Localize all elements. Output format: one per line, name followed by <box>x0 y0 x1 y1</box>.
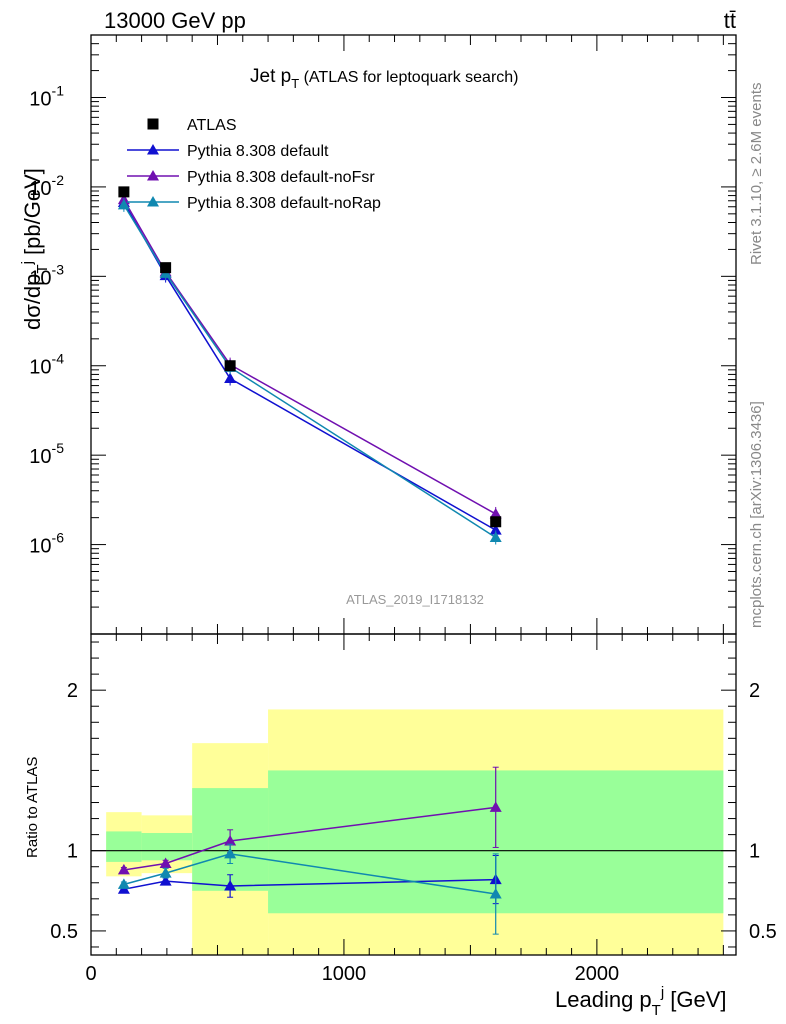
x-tick-label: 2000 <box>575 963 620 985</box>
legend-marker <box>147 196 159 207</box>
analysis-watermark: ATLAS_2019_I1718132 <box>346 592 484 607</box>
main-title: Jet pT (ATLAS for leptoquark search) <box>250 66 519 91</box>
green-band-0 <box>106 831 142 862</box>
ratio-marker <box>224 835 237 846</box>
legend-marker <box>147 144 159 155</box>
ratio-ylabel: Ratio to ATLAS <box>24 757 41 858</box>
y-tick-exponent: -6 <box>52 530 65 546</box>
ratio-y-tick-label-right: 2 <box>749 680 760 702</box>
data-point-atlas <box>118 186 130 198</box>
ratio-y-tick-label: 1 <box>67 841 78 863</box>
point-marker <box>489 507 502 519</box>
legend-label: Pythia 8.308 default-noFsr <box>187 169 375 186</box>
y-tick-label: 10-5 <box>29 440 64 468</box>
ratio-marker <box>159 875 172 886</box>
ratio-line-2 <box>123 853 496 895</box>
ratio-marker <box>117 863 130 875</box>
legend-label: Pythia 8.308 default-noRap <box>187 195 381 212</box>
series-line-1 <box>123 202 497 531</box>
ratio-marker <box>224 879 237 891</box>
data-point-atlas <box>224 360 236 372</box>
data-point-atlas <box>160 262 172 274</box>
ratio-marker <box>224 847 237 859</box>
x-axis-label: Leading pTj [GeV] <box>555 984 727 1019</box>
x-tick-label: 1000 <box>322 963 367 985</box>
series-line-3 <box>123 204 497 539</box>
ratio-line-1 <box>123 806 496 871</box>
ratio-y-tick-label-right: 0.5 <box>749 921 777 943</box>
green-band-1 <box>141 833 193 861</box>
ratio-y-tick-label: 2 <box>67 680 78 702</box>
header-left-label: 13000 GeV pp <box>104 8 246 33</box>
rivet-version-label: Rivet 3.1.10, ≥ 2.6M events <box>748 83 765 266</box>
point-marker <box>224 372 237 384</box>
point-marker <box>489 531 502 543</box>
ratio-y-tick-label: 0.5 <box>50 921 78 943</box>
mcplots-label: mcplots.cern.ch [arXiv:1306.3436] <box>748 401 765 628</box>
ratio-marker <box>159 857 172 869</box>
ratio-line-0 <box>123 878 496 890</box>
y-tick-exponent: -3 <box>52 261 65 277</box>
y-tick-label: 10-1 <box>29 82 64 110</box>
ratio-frame <box>90 633 737 956</box>
legend-label: ATLAS <box>187 117 237 134</box>
ratio-y-tick-label-right: 1 <box>749 841 760 863</box>
y-tick-exponent: -4 <box>52 351 65 367</box>
data-point-atlas <box>490 516 502 528</box>
point-marker <box>117 198 130 210</box>
y-tick-exponent: -5 <box>52 440 65 456</box>
legend-marker <box>147 170 159 181</box>
y-tick-label: 10-6 <box>29 530 64 558</box>
header-right-label: tt̄ <box>724 8 736 33</box>
series-line-2 <box>123 199 497 515</box>
ratio-marker <box>159 867 172 878</box>
point-marker <box>489 524 502 535</box>
y-tick-exponent: -2 <box>52 172 65 188</box>
ratio-marker <box>489 888 502 899</box>
y-tick-label: 10-4 <box>29 351 64 379</box>
legend-label: Pythia 8.308 default <box>187 143 329 160</box>
ratio-marker <box>117 878 130 889</box>
ratio-marker <box>489 801 502 812</box>
x-tick-label: 0 <box>85 963 96 985</box>
legend-marker <box>147 118 159 130</box>
y-tick-exponent: -1 <box>52 82 65 98</box>
ratio-plot: 0 1000 2000 0.5 0.5 1 1 2 2 <box>50 633 777 985</box>
